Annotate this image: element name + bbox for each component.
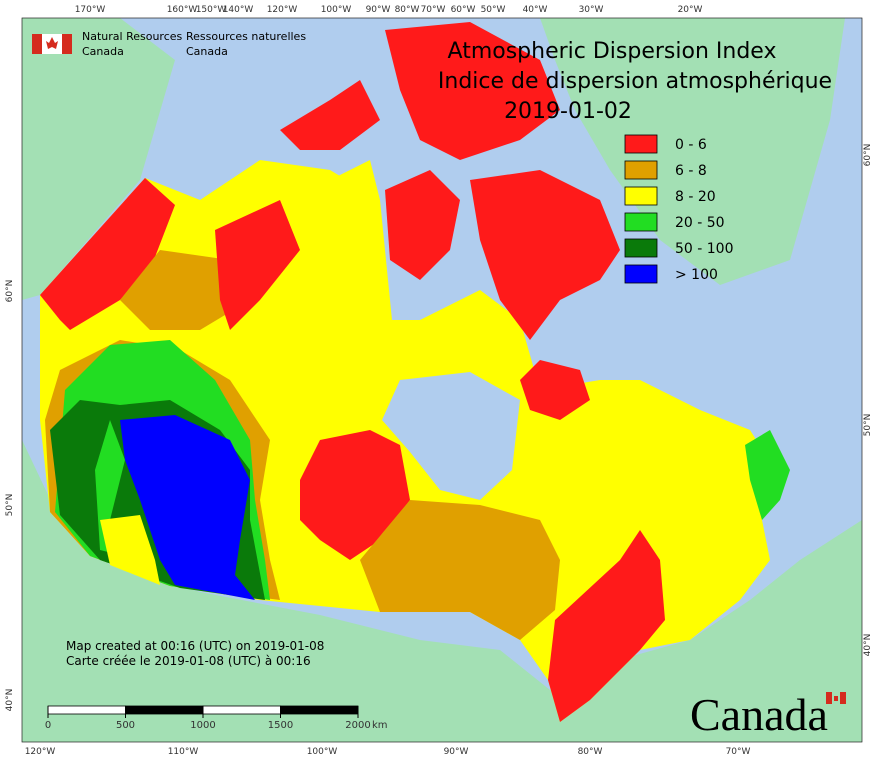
scale-label: 2000 — [345, 720, 370, 731]
longitude-label: 120°W — [267, 5, 298, 15]
agency-en: Natural Resources — [82, 30, 183, 43]
zone-bc-yellow — [100, 515, 160, 585]
scale-segment — [280, 705, 359, 715]
legend-label: 50 - 100 — [675, 241, 734, 257]
map — [21, 17, 863, 743]
agency-fr: Ressources naturelles — [186, 30, 306, 43]
longitude-label: 150°W — [196, 5, 227, 15]
island-red-3 — [385, 170, 460, 280]
longitude-label: 80°W — [578, 747, 603, 757]
scale-label: 0 — [45, 720, 51, 731]
legend-label: 0 - 6 — [675, 137, 707, 153]
zone-east-red — [548, 530, 665, 722]
legend-label: > 100 — [675, 267, 718, 283]
longitude-label: 140°W — [223, 5, 254, 15]
title: Indice de dispersion atmosphérique — [438, 69, 832, 94]
longitude-label: 50°W — [481, 5, 506, 15]
zone-maritime-green — [745, 430, 790, 520]
latitude-label: 50°N — [5, 494, 15, 517]
flag-bar — [840, 692, 846, 704]
latitude-label: 40°N — [863, 634, 873, 657]
longitude-label: 70°W — [421, 5, 446, 15]
legend-swatch — [624, 212, 658, 232]
legend-swatch — [624, 264, 658, 284]
latitude-label: 50°N — [863, 414, 873, 437]
legend-swatch — [624, 186, 658, 206]
scale-segment — [47, 705, 126, 715]
zone-prairie-blue — [120, 415, 255, 600]
longitude-label: 100°W — [307, 747, 338, 757]
scale-segment — [125, 705, 204, 715]
latitude-label: 60°N — [863, 144, 873, 167]
legend-swatch — [624, 134, 658, 154]
longitude-label: 60°W — [451, 5, 476, 15]
longitude-label: 30°W — [579, 5, 604, 15]
alaska — [22, 18, 175, 300]
longitude-label: 80°W — [395, 5, 420, 15]
agency-fr: Canada — [186, 45, 228, 58]
map-frame — [21, 17, 863, 743]
flag-bar — [32, 34, 42, 54]
latitude-label: 60°N — [5, 280, 15, 303]
title: Atmospheric Dispersion Index — [448, 39, 777, 64]
scale-label: 1000 — [190, 720, 215, 731]
agency-en: Canada — [82, 45, 124, 58]
scale-label: 1500 — [268, 720, 293, 731]
legend-label: 6 - 8 — [675, 163, 707, 179]
legend-swatch — [624, 238, 658, 258]
scale-label: 500 — [116, 720, 135, 731]
longitude-label: 90°W — [444, 747, 469, 757]
legend-swatch — [624, 160, 658, 180]
zone-central-red — [300, 430, 410, 560]
greenland — [540, 18, 845, 285]
longitude-label: 90°W — [366, 5, 391, 15]
longitude-label: 160°W — [167, 5, 198, 15]
zone-yukon — [40, 178, 175, 330]
footer: Carte créée le 2019-01-08 (UTC) à 00:16 — [66, 654, 311, 668]
footer: Map created at 00:16 (UTC) on 2019-01-08 — [66, 639, 324, 653]
longitude-label: 20°W — [678, 5, 703, 15]
longitude-label: 100°W — [321, 5, 352, 15]
zone-nwt — [215, 200, 300, 330]
united-states — [22, 440, 862, 742]
island-baffin-red — [470, 170, 620, 340]
zone-labrador-red — [520, 360, 590, 420]
wordmark: Canada — [690, 689, 828, 740]
island-red-2 — [385, 22, 560, 160]
longitude-label: 70°W — [726, 747, 751, 757]
maple-leaf — [834, 696, 838, 701]
nrcan-signature: Natural Resources Canada Ressources natu… — [32, 30, 306, 58]
hudson-bay — [382, 372, 520, 500]
flag-bar — [826, 692, 832, 704]
island-red-1 — [280, 80, 380, 150]
flag-bar — [62, 34, 72, 54]
scale-segment — [202, 705, 281, 715]
scale-unit: km — [372, 720, 388, 731]
maple-leaf — [46, 37, 58, 49]
island-yellow — [330, 160, 380, 240]
date: 2019-01-02 — [504, 99, 632, 124]
longitude-label: 40°W — [523, 5, 548, 15]
legend-label: 8 - 20 — [675, 189, 716, 205]
longitude-label: 170°W — [75, 5, 106, 15]
flag-wordmark — [826, 692, 846, 704]
longitude-label: 120°W — [25, 747, 56, 757]
latitude-label: 40°N — [5, 689, 15, 712]
zone-ontario-orange — [360, 500, 560, 640]
longitude-label: 110°W — [168, 747, 199, 757]
zone-mackenzie — [120, 250, 250, 330]
legend-label: 20 - 50 — [675, 215, 725, 231]
